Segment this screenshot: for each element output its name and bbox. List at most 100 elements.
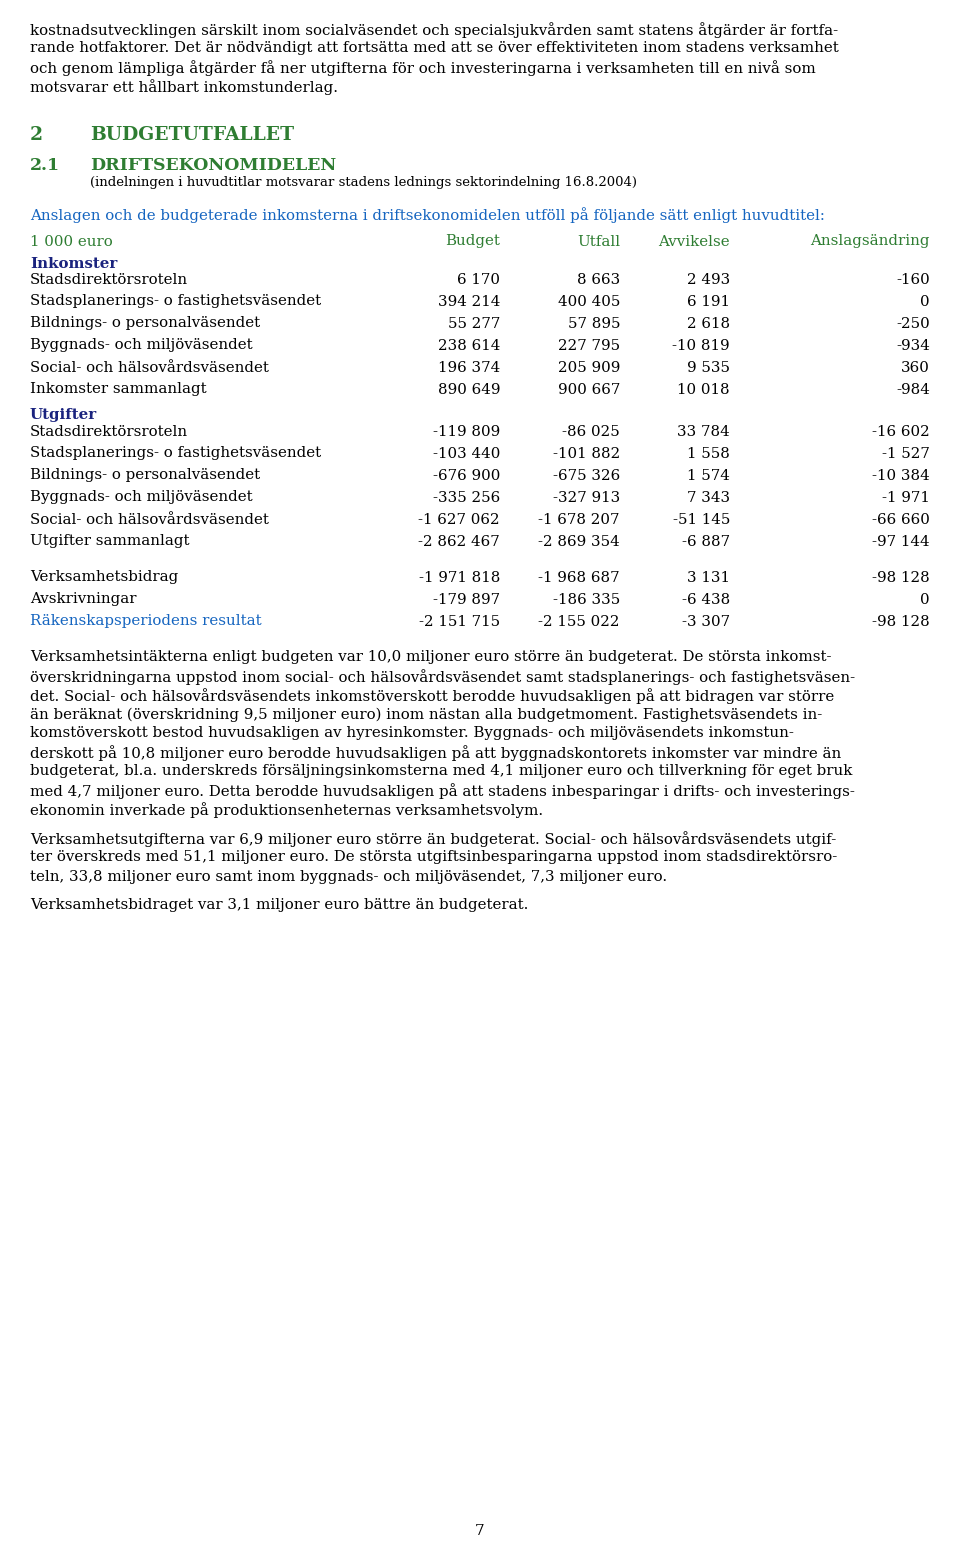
Text: 394 214: 394 214 (438, 295, 500, 309)
Text: -2 862 467: -2 862 467 (419, 534, 500, 548)
Text: 2.1: 2.1 (30, 157, 60, 174)
Text: Stadsplanerings- o fastighetsväsendet: Stadsplanerings- o fastighetsväsendet (30, 295, 322, 309)
Text: Verksamhetsutgifterna var 6,9 miljoner euro större än budgeterat. Social- och hä: Verksamhetsutgifterna var 6,9 miljoner e… (30, 832, 836, 848)
Text: Utfall: Utfall (577, 235, 620, 249)
Text: -103 440: -103 440 (433, 446, 500, 460)
Text: -984: -984 (896, 383, 930, 397)
Text: 400 405: 400 405 (558, 295, 620, 309)
Text: Stadsdirektörsroteln: Stadsdirektörsroteln (30, 425, 188, 438)
Text: -98 128: -98 128 (873, 615, 930, 628)
Text: Inkomster: Inkomster (30, 256, 117, 270)
Text: -934: -934 (896, 338, 930, 352)
Text: 0: 0 (921, 593, 930, 607)
Text: -1 971 818: -1 971 818 (419, 570, 500, 585)
Text: -179 897: -179 897 (433, 593, 500, 607)
Text: 1 558: 1 558 (687, 446, 730, 460)
Text: -16 602: -16 602 (873, 425, 930, 438)
Text: Bildnings- o personalväsendet: Bildnings- o personalväsendet (30, 468, 260, 482)
Text: överskridningarna uppstod inom social- och hälsovårdsväsendet samt stadsplanerin: överskridningarna uppstod inom social- o… (30, 670, 855, 686)
Text: 6 170: 6 170 (457, 272, 500, 287)
Text: 9 535: 9 535 (687, 360, 730, 375)
Text: -250: -250 (897, 317, 930, 330)
Text: -66 660: -66 660 (872, 513, 930, 527)
Text: -335 256: -335 256 (433, 491, 500, 505)
Text: -2 869 354: -2 869 354 (539, 534, 620, 548)
Text: -1 527: -1 527 (882, 446, 930, 460)
Text: än beräknat (överskridning 9,5 miljoner euro) inom nästan alla budgetmoment. Fas: än beräknat (överskridning 9,5 miljoner … (30, 707, 823, 723)
Text: 55 277: 55 277 (447, 317, 500, 330)
Text: -2 155 022: -2 155 022 (539, 615, 620, 628)
Text: Utgifter sammanlagt: Utgifter sammanlagt (30, 534, 189, 548)
Text: 2: 2 (30, 127, 43, 144)
Text: Verksamhetsintäkterna enligt budgeten var 10,0 miljoner euro större än budgetera: Verksamhetsintäkterna enligt budgeten va… (30, 650, 831, 664)
Text: rande hotfaktorer. Det är nödvändigt att fortsätta med att se över effektivitete: rande hotfaktorer. Det är nödvändigt att… (30, 42, 839, 56)
Text: -1 627 062: -1 627 062 (419, 513, 500, 527)
Text: Byggnads- och miljöväsendet: Byggnads- och miljöväsendet (30, 491, 252, 505)
Text: 1 000 euro: 1 000 euro (30, 235, 112, 249)
Text: 10 018: 10 018 (678, 383, 730, 397)
Text: komstöverskott bestod huvudsakligen av hyresinkomster. Byggnads- och miljöväsend: komstöverskott bestod huvudsakligen av h… (30, 727, 794, 741)
Text: med 4,7 miljoner euro. Detta berodde huvudsakligen på att stadens inbesparingar : med 4,7 miljoner euro. Detta berodde huv… (30, 783, 854, 800)
Text: -10 384: -10 384 (873, 468, 930, 482)
Text: 890 649: 890 649 (438, 383, 500, 397)
Text: 57 895: 57 895 (567, 317, 620, 330)
Text: 360: 360 (901, 360, 930, 375)
Text: Social- och hälsovårdsväsendet: Social- och hälsovårdsväsendet (30, 513, 269, 527)
Text: -1 968 687: -1 968 687 (539, 570, 620, 585)
Text: och genom lämpliga åtgärder få ner utgifterna för och investeringarna i verksamh: och genom lämpliga åtgärder få ner utgif… (30, 60, 816, 76)
Text: Inkomster sammanlagt: Inkomster sammanlagt (30, 383, 206, 397)
Text: 7: 7 (475, 1524, 485, 1538)
Text: 33 784: 33 784 (677, 425, 730, 438)
Text: 1 574: 1 574 (687, 468, 730, 482)
Text: -676 900: -676 900 (433, 468, 500, 482)
Text: Byggnads- och miljöväsendet: Byggnads- och miljöväsendet (30, 338, 252, 352)
Text: 2 618: 2 618 (686, 317, 730, 330)
Text: DRIFTSEKONOMIDELEN: DRIFTSEKONOMIDELEN (90, 157, 336, 174)
Text: Avskrivningar: Avskrivningar (30, 593, 136, 607)
Text: 227 795: 227 795 (558, 338, 620, 352)
Text: Stadsplanerings- o fastighetsväsendet: Stadsplanerings- o fastighetsväsendet (30, 446, 322, 460)
Text: Social- och hälsovårdsväsendet: Social- och hälsovårdsväsendet (30, 360, 269, 375)
Text: (indelningen i huvudtitlar motsvarar stadens lednings sektorindelning 16.8.2004): (indelningen i huvudtitlar motsvarar sta… (90, 176, 637, 188)
Text: -327 913: -327 913 (553, 491, 620, 505)
Text: 205 909: 205 909 (558, 360, 620, 375)
Text: Räkenskapsperiodens resultat: Räkenskapsperiodens resultat (30, 615, 262, 628)
Text: det. Social- och hälsovårdsväsendets inkomstöverskott berodde huvudsakligen på a: det. Social- och hälsovårdsväsendets ink… (30, 689, 834, 704)
Text: 0: 0 (921, 295, 930, 309)
Text: -1 678 207: -1 678 207 (539, 513, 620, 527)
Text: ekonomin inverkade på produktionsenheternas verksamhetsvolym.: ekonomin inverkade på produktionsenheter… (30, 803, 543, 818)
Text: teln, 33,8 miljoner euro samt inom byggnads- och miljöväsendet, 7,3 miljoner eur: teln, 33,8 miljoner euro samt inom byggn… (30, 869, 667, 883)
Text: -98 128: -98 128 (873, 570, 930, 585)
Text: 238 614: 238 614 (438, 338, 500, 352)
Text: Utgifter: Utgifter (30, 409, 97, 423)
Text: 7 343: 7 343 (686, 491, 730, 505)
Text: Anslagsändring: Anslagsändring (810, 235, 930, 249)
Text: Budget: Budget (445, 235, 500, 249)
Text: Anslagen och de budgeterade inkomsterna i driftsekonomidelen utföll på följande : Anslagen och de budgeterade inkomsterna … (30, 207, 825, 224)
Text: -1 971: -1 971 (882, 491, 930, 505)
Text: 6 191: 6 191 (687, 295, 730, 309)
Text: 900 667: 900 667 (558, 383, 620, 397)
Text: -675 326: -675 326 (553, 468, 620, 482)
Text: -3 307: -3 307 (682, 615, 730, 628)
Text: -51 145: -51 145 (673, 513, 730, 527)
Text: -2 151 715: -2 151 715 (419, 615, 500, 628)
Text: -6 438: -6 438 (682, 593, 730, 607)
Text: Bildnings- o personalväsendet: Bildnings- o personalväsendet (30, 317, 260, 330)
Text: -97 144: -97 144 (873, 534, 930, 548)
Text: BUDGETUTFALLET: BUDGETUTFALLET (90, 127, 294, 144)
Text: -186 335: -186 335 (553, 593, 620, 607)
Text: ter överskreds med 51,1 miljoner euro. De största utgiftsinbesparingarna uppstod: ter överskreds med 51,1 miljoner euro. D… (30, 851, 837, 865)
Text: kostnadsutvecklingen särskilt inom socialväsendet och specialsjukvården samt sta: kostnadsutvecklingen särskilt inom socia… (30, 22, 838, 39)
Text: -86 025: -86 025 (563, 425, 620, 438)
Text: 196 374: 196 374 (438, 360, 500, 375)
Text: -160: -160 (897, 272, 930, 287)
Text: -10 819: -10 819 (672, 338, 730, 352)
Text: Stadsdirektörsroteln: Stadsdirektörsroteln (30, 272, 188, 287)
Text: -101 882: -101 882 (553, 446, 620, 460)
Text: motsvarar ett hållbart inkomstunderlag.: motsvarar ett hållbart inkomstunderlag. (30, 79, 338, 94)
Text: 3 131: 3 131 (687, 570, 730, 585)
Text: Verksamhetsbidraget var 3,1 miljoner euro bättre än budgeterat.: Verksamhetsbidraget var 3,1 miljoner eur… (30, 899, 528, 913)
Text: derskott på 10,8 miljoner euro berodde huvudsakligen på att byggnadskontorets in: derskott på 10,8 miljoner euro berodde h… (30, 746, 841, 761)
Text: Avvikelse: Avvikelse (659, 235, 730, 249)
